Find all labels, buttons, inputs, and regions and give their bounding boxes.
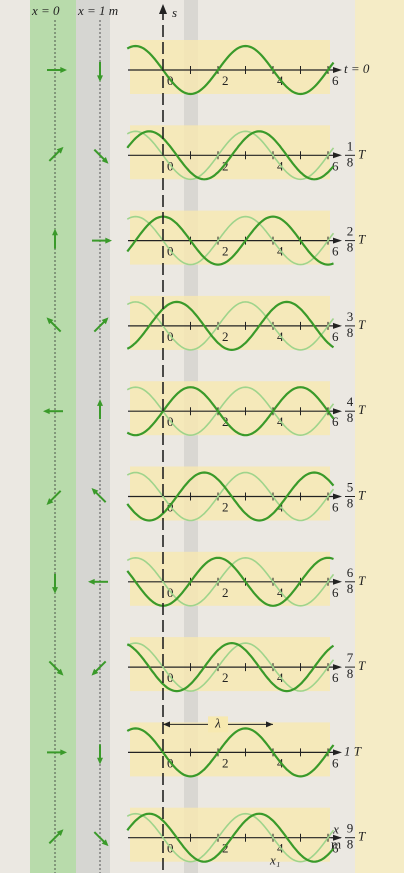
x-unit-den: m [331, 837, 341, 852]
s-arrow [159, 4, 167, 14]
x0-label: x = 0 [31, 3, 60, 18]
time-denominator: 8 [347, 837, 354, 852]
time-numerator: 4 [347, 394, 354, 409]
time-unit: T [358, 487, 366, 502]
gray-band [76, 0, 110, 873]
time-denominator: 8 [347, 495, 354, 510]
x1-label: x₁ [269, 853, 280, 868]
time-numerator: 9 [347, 821, 354, 836]
time-numerator: 1 [347, 138, 354, 153]
time-unit: T [358, 317, 366, 332]
time-label: t = 0 [344, 61, 370, 76]
side-strip [355, 0, 404, 873]
tick-label: 6 [332, 499, 339, 514]
time-label: 1 T [344, 743, 362, 758]
time-denominator: 8 [347, 410, 354, 425]
time-unit: T [358, 402, 366, 417]
time-unit: T [358, 829, 366, 844]
tick-label: 2 [222, 585, 229, 600]
time-numerator: 5 [347, 479, 354, 494]
diagram: x = 0 x = 1 m s 0246t = 0024618T024628T0… [0, 0, 404, 873]
time-numerator: 7 [347, 650, 354, 665]
time-unit: T [358, 573, 366, 588]
time-denominator: 8 [347, 581, 354, 596]
time-numerator: 3 [347, 309, 354, 324]
tick-label: 2 [222, 329, 229, 344]
x-unit-num: x [332, 822, 339, 837]
tick-label: 2 [222, 755, 229, 770]
tick-label: 2 [222, 499, 229, 514]
tick-label: 6 [332, 329, 339, 344]
tick-label: 6 [332, 585, 339, 600]
tick-label: 6 [332, 670, 339, 685]
tick-label: 6 [332, 244, 339, 259]
time-unit: T [358, 232, 366, 247]
tick-label: 6 [332, 158, 339, 173]
time-unit: T [358, 146, 366, 161]
wavelength-label: λ [214, 715, 221, 730]
time-numerator: 6 [347, 565, 354, 580]
time-denominator: 8 [347, 666, 354, 681]
green-band [30, 0, 76, 873]
tick-label: 6 [332, 73, 339, 88]
time-denominator: 8 [347, 325, 354, 340]
time-unit: T [358, 658, 366, 673]
tick-label: 2 [222, 670, 229, 685]
time-denominator: 8 [347, 240, 354, 255]
time-numerator: 2 [347, 224, 354, 239]
x1m-label: x = 1 m [77, 3, 118, 18]
tick-label: 2 [222, 73, 229, 88]
tick-label: 2 [222, 244, 229, 259]
time-denominator: 8 [347, 154, 354, 169]
s-axis-label: s [172, 5, 177, 20]
tick-label: 6 [332, 755, 339, 770]
